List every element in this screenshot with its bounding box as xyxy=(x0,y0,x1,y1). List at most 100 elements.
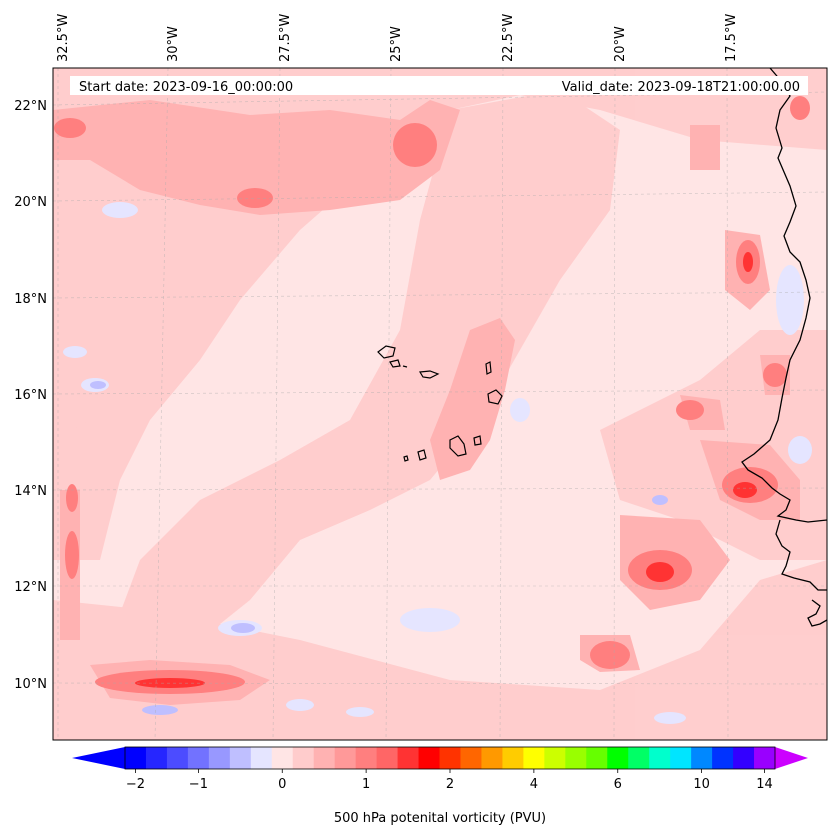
pv-core xyxy=(66,484,78,512)
pv-region xyxy=(53,150,160,440)
colorbar-cell xyxy=(691,747,713,769)
colorbar-cell xyxy=(229,747,252,769)
pv-patch xyxy=(400,608,460,632)
pv-core xyxy=(237,188,273,208)
colorbar-cell xyxy=(586,747,608,769)
pv-patch xyxy=(776,265,804,335)
colorbar: −2 −1 0 1 2 4 6 10 14 500 hPa potenital vorticit… xyxy=(72,746,808,826)
lat-tick-label: 18°N xyxy=(14,292,47,307)
pv-region xyxy=(690,125,720,170)
coastline xyxy=(418,370,440,379)
colorbar-tick-label: 4 xyxy=(530,777,538,792)
latitude-labels: 22°N 20°N 18°N 16°N 14°N 12°N 10°N xyxy=(14,99,47,692)
colorbar-cell xyxy=(565,747,587,769)
colorbar-cell xyxy=(376,747,399,769)
colorbar-cell xyxy=(208,747,231,769)
pv-core xyxy=(65,531,79,579)
coastline xyxy=(403,455,409,462)
colorbar-tick-label: 14 xyxy=(756,777,773,792)
lat-tick-label: 14°N xyxy=(14,484,47,499)
colorbar-cell xyxy=(145,747,168,769)
pv-patch xyxy=(652,495,668,505)
colorbar-cells xyxy=(125,747,776,769)
colorbar-cell xyxy=(754,747,776,769)
pv-core xyxy=(676,400,704,420)
colorbar-cell xyxy=(628,747,650,769)
coastline xyxy=(473,435,482,446)
pv-patch xyxy=(102,202,138,218)
pv-contours-negative-strong xyxy=(90,381,668,715)
pv-core xyxy=(590,641,630,669)
colorbar-cell xyxy=(523,747,545,769)
pv-patch xyxy=(90,381,106,389)
colorbar-cell xyxy=(313,747,336,769)
lat-tick-label: 20°N xyxy=(14,195,47,210)
longitude-labels: 32.5°W 30°W 27.5°W 25°W 22.5°W 20°W 17.5… xyxy=(56,14,739,62)
colorbar-cell xyxy=(125,747,147,769)
colorbar-cell xyxy=(397,747,420,769)
coastline xyxy=(402,365,408,368)
lon-tick-label: 25°W xyxy=(389,26,404,62)
colorbar-tick-label: 2 xyxy=(446,777,454,792)
coastline xyxy=(377,345,396,359)
colorbar-cell xyxy=(733,747,755,769)
pv-region xyxy=(53,100,460,215)
lon-tick-label: 20°W xyxy=(613,26,628,62)
colorbar-tick-label: 0 xyxy=(278,777,286,792)
colorbar-cell xyxy=(355,747,378,769)
colorbar-tick-label: 10 xyxy=(693,777,710,792)
colorbar-cell xyxy=(460,747,482,769)
pv-patch xyxy=(788,436,812,464)
colorbar-cell xyxy=(649,747,671,769)
colorbar-cell xyxy=(418,747,441,769)
lon-tick-label: 27.5°W xyxy=(278,14,293,62)
pv-peak xyxy=(646,562,674,582)
colorbar-cell xyxy=(607,747,629,769)
colorbar-label: 500 hPa potenital vorticity (PVU) xyxy=(334,811,546,826)
colorbar-cell xyxy=(292,747,315,769)
colorbar-tick-label: 6 xyxy=(614,777,622,792)
lat-tick-label: 16°N xyxy=(14,388,47,403)
lon-tick-label: 30°W xyxy=(166,26,181,62)
colorbar-cell xyxy=(250,747,273,769)
colorbar-cell xyxy=(334,747,357,769)
colorbar-ticks: −2 −1 0 1 2 4 6 10 14 xyxy=(126,769,773,792)
lon-tick-label: 22.5°W xyxy=(501,14,516,62)
pv-patch xyxy=(346,707,374,717)
graticule xyxy=(53,68,827,740)
lat-tick-label: 10°N xyxy=(14,677,47,692)
coastline xyxy=(449,435,467,457)
pv-peak xyxy=(733,482,757,498)
africa-coastline xyxy=(741,68,827,627)
colorbar-cell xyxy=(271,747,294,769)
colorbar-tick-label: −2 xyxy=(126,777,145,792)
valid-date-text: Valid_date: 2023-09-18T21:00:00.00 xyxy=(562,80,800,95)
colorbar-extend-min xyxy=(72,747,125,769)
coastline xyxy=(389,359,401,368)
pv-patch xyxy=(231,623,255,633)
colorbar-cell xyxy=(439,747,461,769)
map-frame xyxy=(52,67,828,741)
lon-tick-label: 17.5°W xyxy=(724,14,739,62)
coastline xyxy=(487,389,503,405)
pv-core xyxy=(393,123,437,167)
lon-tick-label: 32.5°W xyxy=(56,14,71,62)
pv-peak xyxy=(743,252,753,272)
pv-patch xyxy=(286,699,314,711)
pv-core xyxy=(763,363,787,387)
pv-contours-strong xyxy=(54,96,810,694)
colorbar-cell xyxy=(712,747,734,769)
pv-region xyxy=(110,90,620,650)
colorbar-cell xyxy=(481,747,503,769)
colorbar-cell xyxy=(670,747,692,769)
date-annotation-box xyxy=(70,76,808,95)
colorbar-cell xyxy=(187,747,210,769)
pv-patch xyxy=(142,705,178,715)
map-panel xyxy=(53,68,827,740)
colorbar-tick-label: 1 xyxy=(362,777,370,792)
cape-verde-islands xyxy=(377,345,503,462)
pv-core xyxy=(54,118,86,138)
colorbar-cell xyxy=(544,747,566,769)
colorbar-extend-max xyxy=(775,747,808,769)
colorbar-cell xyxy=(166,747,189,769)
